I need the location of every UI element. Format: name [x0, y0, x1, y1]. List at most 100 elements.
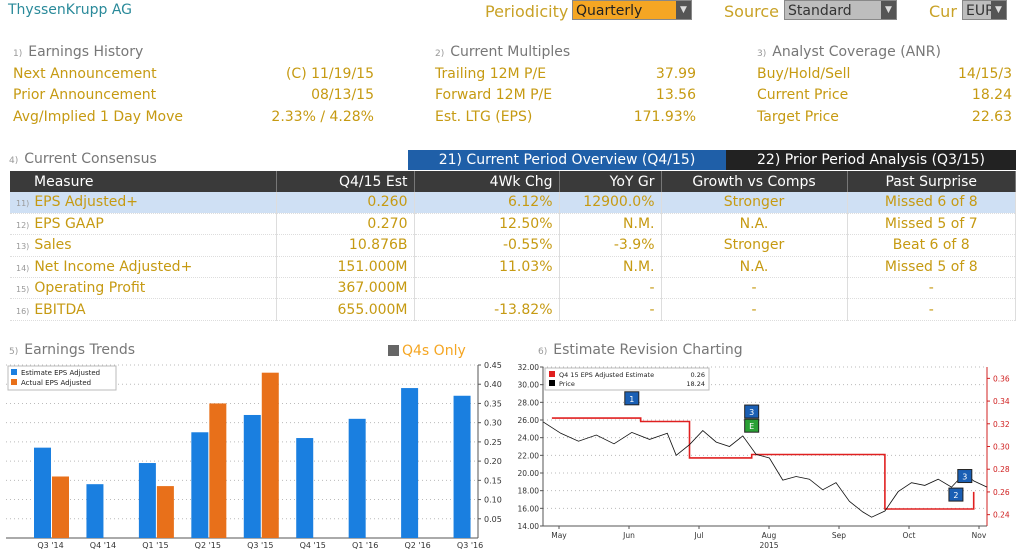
four-week-change: -13.82% — [414, 298, 560, 321]
x-tick-label: Sep — [832, 531, 846, 540]
table-row[interactable]: 12) EPS GAAP 0.270 12.50% N.M. N.A. Misse… — [10, 213, 1016, 236]
left-tick-label: 18.00 — [518, 487, 540, 496]
plot-area — [543, 367, 987, 526]
legend-swatch — [549, 371, 555, 377]
table-row[interactable]: 15) Operating Profit 367.000M - - - — [10, 277, 1016, 300]
q4s-only-toggle[interactable]: Q4s Only — [388, 343, 466, 359]
row-number: 12) — [16, 221, 30, 231]
y-tick-label: 0.10 — [484, 496, 502, 505]
event-marker-label: 1 — [629, 395, 634, 404]
section-title: Earnings History — [28, 44, 144, 60]
table-row[interactable]: 16) EBITDA 655.000M -13.82% - - - — [10, 298, 1016, 321]
growth-vs-comps: N.A. — [661, 256, 848, 279]
right-tick-label: 0.36 — [993, 374, 1010, 383]
estimate-revision-chart: 14.00 16.00 18.00 20.00 22.00 24.00 26.00 28.00… — [518, 363, 1010, 550]
y-tick-label: 0.30 — [484, 419, 502, 428]
measure: EPS GAAP — [34, 216, 104, 233]
current-multiples-header[interactable]: 2) Current Multiples — [435, 44, 570, 60]
section-title: Current Multiples — [450, 44, 571, 60]
table-row[interactable]: 14) Net Income Adjusted+ 151.000M 11.03% … — [10, 256, 1016, 279]
currency-value: EUR — [966, 3, 995, 19]
event-marker-label: 2 — [953, 491, 958, 500]
legend-value: 0.26 — [691, 371, 705, 379]
x-tick-label: Q3 '15 — [247, 541, 273, 550]
x-tick-label: Jun — [622, 531, 635, 540]
section-title: Current Consensus — [24, 151, 157, 167]
source-dropdown[interactable]: Standard ▼ — [784, 0, 897, 20]
column-header[interactable]: 4Wk Chg — [414, 171, 560, 192]
legend-swatch — [549, 380, 555, 386]
x-tick-label: Nov — [972, 531, 987, 540]
estimate: 655.000M — [276, 298, 415, 321]
consensus-table: Measure Q4/15 Est 4Wk Chg YoY Gr Growth … — [10, 171, 1016, 321]
measure: Operating Profit — [34, 280, 146, 297]
row-number: 11) — [16, 199, 30, 209]
left-tick-label: 30.00 — [518, 381, 540, 390]
yoy-growth: - — [559, 277, 662, 300]
measure: Sales — [34, 237, 72, 254]
x-tick-label: Q1 '15 — [142, 541, 168, 550]
x-tick-label: Q3 '16 — [457, 541, 483, 550]
earnings-trends-header[interactable]: 5) Earnings Trends — [9, 342, 135, 358]
chevron-down-icon: ▼ — [991, 1, 1006, 19]
estimate-revision-header[interactable]: 6) Estimate Revision Charting — [538, 342, 743, 358]
legend-box — [7, 365, 117, 391]
x-tick-label: Q3 '14 — [37, 541, 63, 550]
four-week-change: 12.50% — [414, 213, 560, 236]
legend-swatch — [11, 379, 17, 385]
left-tick-label: 28.00 — [518, 398, 540, 407]
yoy-growth: 12900.0% — [559, 192, 662, 214]
column-header[interactable]: Past Surprise — [847, 171, 1016, 192]
analyst-coverage-header[interactable]: 3) Analyst Coverage (ANR) — [757, 44, 941, 60]
left-tick-label: 16.00 — [518, 504, 540, 513]
currency-label: Cur — [929, 2, 957, 21]
y-tick-label: 0.05 — [484, 515, 502, 524]
column-header[interactable]: Q4/15 Est — [276, 171, 415, 192]
periodicity-label: Periodicity — [485, 2, 569, 21]
target-price-label: Target Price — [757, 109, 839, 125]
forward-pe-label: Forward 12M P/E — [435, 87, 553, 103]
periodicity-value: Quarterly — [576, 3, 643, 19]
growth-vs-comps: Stronger — [661, 192, 848, 214]
four-week-change: -0.55% — [414, 234, 560, 257]
buy-hold-sell-value: 14/15/3 — [958, 66, 1012, 82]
four-week-change: 11.03% — [414, 256, 560, 279]
x-tick-label: Jul — [693, 531, 703, 540]
forward-pe-value: 13.56 — [655, 87, 696, 103]
column-header[interactable]: YoY Gr — [559, 171, 662, 192]
table-row[interactable]: 13) Sales 10.876B -0.55% -3.9% Stronger B… — [10, 234, 1016, 257]
earnings-trends-chart: 0.05 0.10 0.15 0.20 0.25 0.30 0.35 0.40 0.45 Q3 '… — [6, 361, 502, 550]
section-number: 1) — [13, 49, 23, 59]
event-marker — [744, 418, 760, 433]
legend-box — [544, 367, 710, 391]
chevron-down-icon: ▼ — [676, 1, 691, 19]
est-ltg-value: 171.93% — [633, 109, 696, 125]
column-header[interactable]: Growth vs Comps — [661, 171, 848, 192]
section-number: 2) — [435, 49, 445, 59]
right-tick-label: 0.26 — [993, 488, 1010, 497]
measure: EBITDA — [34, 301, 86, 318]
periodicity-dropdown[interactable]: Quarterly ▼ — [572, 0, 692, 20]
legend-label: Actual EPS Adjusted — [21, 379, 91, 387]
right-tick-label: 0.30 — [993, 443, 1010, 452]
bar-actual — [156, 486, 174, 538]
column-header[interactable]: Measure — [10, 171, 277, 192]
prior-announcement-label: Prior Announcement — [13, 87, 157, 103]
consensus-header[interactable]: 4) Current Consensus — [9, 151, 157, 167]
company-name: ThyssenKrupp AG — [8, 2, 132, 18]
section-title: Analyst Coverage (ANR) — [772, 44, 941, 60]
event-marker-label: 3 — [962, 473, 967, 482]
bar-actual — [209, 403, 227, 538]
table-row[interactable]: 11) EPS Adjusted+ 0.260 6.12% 12900.0% St… — [10, 192, 1016, 214]
currency-dropdown[interactable]: EUR ▼ — [962, 0, 1007, 20]
bar-estimate — [453, 395, 471, 538]
past-surprise: Beat 6 of 8 — [847, 234, 1016, 257]
section-number: 4) — [9, 156, 19, 166]
tab-prior-period[interactable]: 22) Prior Period Analysis (Q3/15) — [726, 150, 1016, 170]
row-number: 15) — [16, 285, 30, 295]
trailing-pe-label: Trailing 12M P/E — [435, 66, 547, 82]
tab-current-period[interactable]: 21) Current Period Overview (Q4/15) — [408, 150, 726, 170]
earnings-history-header[interactable]: 1) Earnings History — [13, 44, 143, 60]
growth-vs-comps: - — [661, 298, 848, 321]
next-announcement-value: (C) 11/19/15 — [285, 66, 374, 82]
